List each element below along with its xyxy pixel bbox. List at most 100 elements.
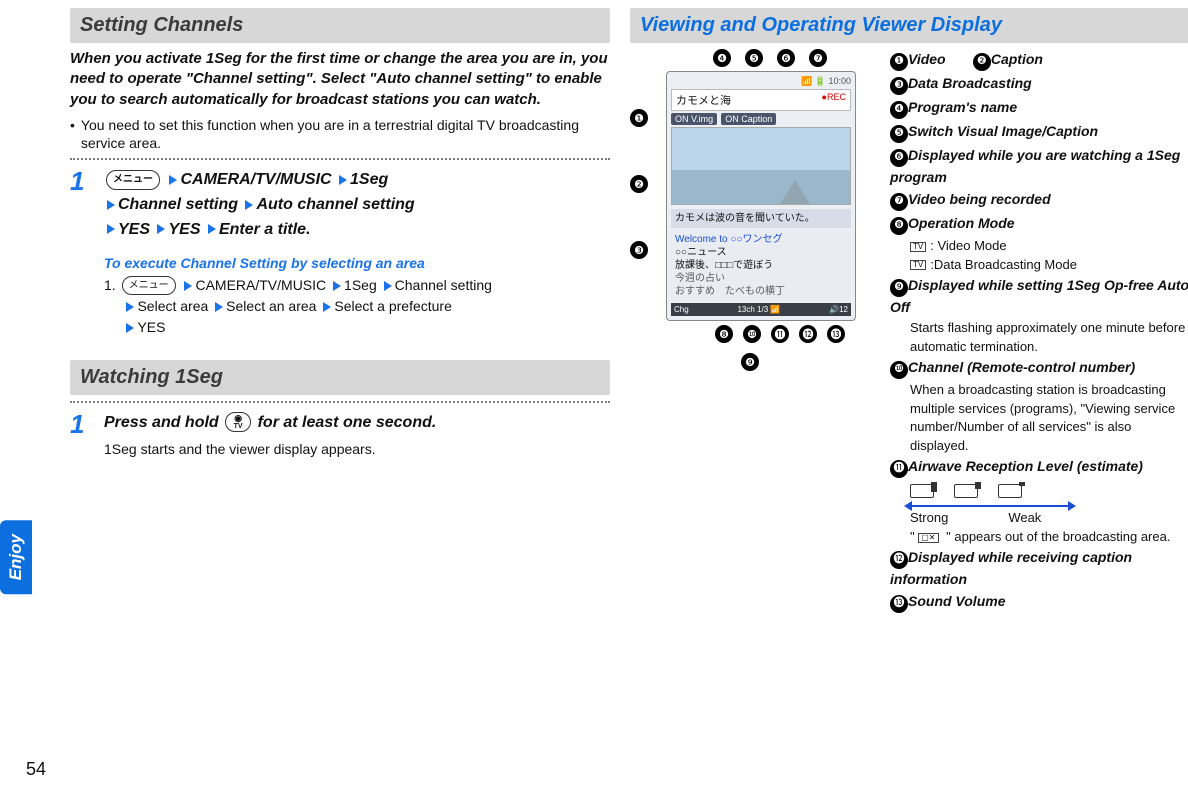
section-heading-watching: Watching 1Seg xyxy=(70,360,610,395)
arrow-icon xyxy=(323,302,331,312)
w1-text-a: Press and hold xyxy=(104,414,223,431)
leg-12-text: Displayed while receiving caption inform… xyxy=(890,549,1132,587)
rec-indicator: ●REC xyxy=(822,92,846,108)
reception-bar-icon xyxy=(998,484,1022,498)
callout-7-icon: ❼ xyxy=(809,49,827,67)
sub-camera: CAMERA/TV/MUSIC xyxy=(195,277,326,293)
callout-9-icon: ❾ xyxy=(741,353,759,371)
callout-12-icon: ⓬ xyxy=(799,325,817,343)
phone-toggles: ON V.img ON Caption xyxy=(671,113,851,125)
data-line-1: Welcome to ○○ワンセグ xyxy=(675,233,847,246)
bullet-text: You need to set this function when you a… xyxy=(81,116,610,152)
leg-2-text: Caption xyxy=(991,51,1043,67)
sub-yes: YES xyxy=(137,319,165,335)
path-auto-channel: Auto channel setting xyxy=(256,196,414,213)
leg-6-icon: ❻ xyxy=(890,149,908,167)
sub-select-area: Select area xyxy=(137,298,208,314)
leg-3-icon: ❸ xyxy=(890,77,908,95)
leg-13-text: Sound Volume xyxy=(908,593,1005,609)
tv-button-icon: ◉ TV xyxy=(225,412,251,432)
leg-1-text: Video xyxy=(908,51,946,67)
page-number: 54 xyxy=(26,759,46,780)
arrow-icon xyxy=(157,224,165,234)
watch-step-1-desc: 1Seg starts and the viewer display appea… xyxy=(104,441,610,457)
leg-9-text: Displayed while setting 1Seg Op-free Aut… xyxy=(890,277,1188,315)
path-1seg: 1Seg xyxy=(350,171,388,188)
leg-9-icon: ❾ xyxy=(890,279,908,297)
leg-6-text: Displayed while you are watching a 1Seg … xyxy=(890,147,1180,185)
callouts-bottom: ❽ ❿ ⓫ ⓬ ⓭ ❾ xyxy=(680,325,880,371)
callout-5-icon: ❺ xyxy=(745,49,763,67)
data-line-4: 今週の占い xyxy=(675,272,847,285)
leg-11-text: Airwave Reception Level (estimate) xyxy=(908,458,1143,474)
arrow-icon xyxy=(169,175,177,185)
toggle-caption: ON Caption xyxy=(721,113,776,125)
path-channel-setting: Channel setting xyxy=(118,196,238,213)
leg-11-icon: ⓫ xyxy=(890,460,908,478)
path-camera: CAMERA/TV/MUSIC xyxy=(180,171,331,188)
leg-11-oob: " ▢✕ " appears out of the broadcasting a… xyxy=(910,528,1188,547)
arrow-icon xyxy=(333,281,341,291)
watch-step-1-body: Press and hold ◉ TV for at least one sec… xyxy=(104,411,610,436)
step-1-number: 1 xyxy=(70,168,96,242)
reception-arrow xyxy=(910,505,1070,507)
menu-button-icon: メニュー xyxy=(122,276,176,295)
path-enter-title: Enter a title. xyxy=(219,221,311,238)
leg-10-icon: ❿ xyxy=(890,361,908,379)
leg-2-icon: ❷ xyxy=(973,53,991,71)
leg-8b-text: :Data Broadcasting Mode xyxy=(930,257,1077,272)
leg-10-text: Channel (Remote-control number) xyxy=(908,359,1135,375)
phone-status-bar: 📶 🔋 10:00 xyxy=(671,76,851,87)
substep-heading: To execute Channel Setting by selecting … xyxy=(104,255,610,271)
section-heading-setting-channels: Setting Channels xyxy=(70,8,610,43)
arrow-icon xyxy=(384,281,392,291)
arrow-icon xyxy=(126,302,134,312)
sub-prefecture: Select a prefecture xyxy=(334,298,452,314)
arrow-icon xyxy=(208,224,216,234)
leg-13-icon: ⓭ xyxy=(890,595,908,613)
data-line-3: 放課後、□□□で遊ぼう xyxy=(675,259,847,272)
reception-bar-icon xyxy=(954,484,978,498)
phone-caption-text: カモメは波の音を聞いていた。 xyxy=(671,209,851,228)
arrow-icon xyxy=(215,302,223,312)
section-heading-viewer: Viewing and Operating Viewer Display xyxy=(630,8,1188,43)
callout-4-icon: ❹ xyxy=(713,49,731,67)
leg-1-icon: ❶ xyxy=(890,53,908,71)
callout-1-icon: ❶ xyxy=(630,109,648,127)
leg-10-desc: When a broadcasting station is broadcast… xyxy=(910,381,1188,456)
tv-mode-icon: TV xyxy=(910,242,926,252)
tv-data-mode-icon: TV xyxy=(910,260,926,270)
sub-an-area: Select an area xyxy=(226,298,316,314)
callout-10-icon: ❿ xyxy=(743,325,761,343)
leg-8-data-mode: TV :Data Broadcasting Mode xyxy=(910,256,1188,275)
arrow-icon xyxy=(245,200,253,210)
tv-button-bottom: TV xyxy=(234,423,243,430)
step-1: 1 メニュー CAMERA/TV/MUSIC 1Seg Channel sett… xyxy=(70,168,610,242)
data-line-5: おすすめ たべもの横丁 xyxy=(675,285,847,298)
left-column: Setting Channels When you activate 1Seg … xyxy=(70,8,610,615)
substep-body: 1. メニュー CAMERA/TV/MUSIC 1Seg Channel set… xyxy=(104,275,610,338)
callouts-left: ❶ ❷ ❸ xyxy=(630,109,648,259)
leg-8-icon: ❽ xyxy=(890,217,908,235)
phone-video-area xyxy=(671,127,851,205)
callout-6-icon: ❻ xyxy=(777,49,795,67)
side-tab: Enjoy xyxy=(0,520,32,594)
leg-12-icon: ⓬ xyxy=(890,551,908,569)
sub-1seg: 1Seg xyxy=(344,277,377,293)
arrow-icon xyxy=(339,175,347,185)
leg-5-icon: ❺ xyxy=(890,125,908,143)
foot-right: 🔊12 xyxy=(829,305,848,314)
substep-num: 1. xyxy=(104,277,116,293)
foot-left: Chg xyxy=(674,305,689,314)
path-yes1: YES xyxy=(118,221,150,238)
reception-bar-icon xyxy=(910,484,934,498)
leg-4-icon: ❹ xyxy=(890,101,908,119)
foot-center: 13ch 1/3 📶 xyxy=(737,305,780,314)
arrow-icon xyxy=(184,281,192,291)
out-of-area-icon: ▢✕ xyxy=(918,533,938,543)
legend-list: ❶Video ❷Caption ❸Data Broadcasting ❹Prog… xyxy=(890,49,1188,615)
reception-strong-label: Strong xyxy=(910,509,948,528)
arrow-icon xyxy=(126,323,134,333)
toggle-vimg: ON V.img xyxy=(671,113,717,125)
arrow-icon xyxy=(107,200,115,210)
